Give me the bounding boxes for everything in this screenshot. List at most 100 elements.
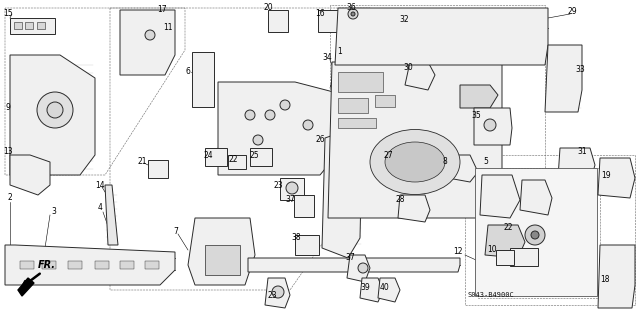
Text: 1: 1 bbox=[338, 48, 342, 56]
Text: 31: 31 bbox=[577, 147, 587, 157]
Circle shape bbox=[358, 263, 368, 273]
Bar bbox=[120, 261, 134, 269]
Text: 9: 9 bbox=[6, 103, 10, 113]
Text: 22: 22 bbox=[503, 224, 513, 233]
Bar bbox=[14, 22, 22, 29]
Bar bbox=[37, 22, 45, 29]
Text: 40: 40 bbox=[380, 284, 390, 293]
Bar bbox=[385, 148, 405, 176]
Text: 2: 2 bbox=[8, 194, 12, 203]
Bar bbox=[205, 245, 240, 275]
Text: 35: 35 bbox=[471, 110, 481, 120]
Text: 37: 37 bbox=[345, 254, 355, 263]
Polygon shape bbox=[598, 245, 635, 308]
Bar bbox=[205, 148, 227, 166]
Text: 34: 34 bbox=[322, 54, 332, 63]
Polygon shape bbox=[347, 255, 370, 282]
Bar bbox=[68, 261, 82, 269]
Polygon shape bbox=[480, 175, 520, 218]
Text: 39: 39 bbox=[360, 284, 370, 293]
Bar bbox=[42, 261, 56, 269]
Polygon shape bbox=[10, 155, 50, 195]
Polygon shape bbox=[322, 132, 362, 258]
Bar bbox=[375, 95, 395, 107]
Polygon shape bbox=[360, 278, 383, 302]
Text: 23: 23 bbox=[267, 292, 277, 300]
Text: 32: 32 bbox=[399, 16, 409, 25]
Bar bbox=[510, 248, 538, 266]
Text: S043-B4900C: S043-B4900C bbox=[468, 292, 515, 298]
Polygon shape bbox=[558, 148, 595, 182]
Bar bbox=[338, 72, 383, 92]
Polygon shape bbox=[248, 258, 460, 272]
Circle shape bbox=[348, 9, 358, 19]
Text: 30: 30 bbox=[403, 63, 413, 72]
Text: 10: 10 bbox=[487, 246, 497, 255]
Text: 4: 4 bbox=[97, 204, 102, 212]
Circle shape bbox=[253, 135, 263, 145]
Text: 27: 27 bbox=[383, 151, 393, 160]
Text: 24: 24 bbox=[203, 151, 213, 160]
Polygon shape bbox=[485, 225, 525, 258]
Text: 17: 17 bbox=[157, 5, 167, 14]
Polygon shape bbox=[448, 155, 478, 182]
Polygon shape bbox=[105, 185, 118, 245]
Bar bbox=[228, 155, 246, 169]
Bar bbox=[20, 261, 34, 269]
Text: 14: 14 bbox=[95, 181, 105, 189]
Polygon shape bbox=[335, 8, 548, 65]
Text: 6: 6 bbox=[186, 68, 191, 77]
Circle shape bbox=[47, 102, 63, 118]
Polygon shape bbox=[460, 85, 498, 108]
Text: 29: 29 bbox=[567, 8, 577, 17]
Circle shape bbox=[245, 110, 255, 120]
Text: 12: 12 bbox=[453, 248, 463, 256]
Bar bbox=[250, 148, 272, 166]
Bar bbox=[338, 118, 376, 128]
Text: 28: 28 bbox=[396, 196, 404, 204]
Circle shape bbox=[145, 30, 155, 40]
Text: 19: 19 bbox=[601, 170, 611, 180]
Polygon shape bbox=[398, 195, 430, 222]
Ellipse shape bbox=[385, 142, 445, 182]
Polygon shape bbox=[474, 108, 512, 145]
Text: 15: 15 bbox=[3, 10, 13, 19]
Circle shape bbox=[286, 182, 298, 194]
Text: 20: 20 bbox=[263, 4, 273, 12]
Polygon shape bbox=[10, 18, 55, 34]
Text: 7: 7 bbox=[173, 227, 179, 236]
Polygon shape bbox=[10, 55, 95, 175]
Text: 18: 18 bbox=[600, 276, 610, 285]
Polygon shape bbox=[18, 278, 34, 296]
Bar bbox=[338, 98, 368, 113]
Polygon shape bbox=[520, 180, 552, 215]
Text: 5: 5 bbox=[484, 157, 488, 166]
Text: 36: 36 bbox=[346, 4, 356, 12]
Text: 26: 26 bbox=[315, 136, 325, 145]
Bar bbox=[25, 22, 33, 29]
Text: 22: 22 bbox=[228, 154, 237, 164]
Circle shape bbox=[484, 119, 496, 131]
Circle shape bbox=[531, 231, 539, 239]
Bar bbox=[268, 10, 288, 32]
Polygon shape bbox=[318, 10, 340, 32]
Circle shape bbox=[525, 225, 545, 245]
Circle shape bbox=[351, 12, 355, 16]
Bar bbox=[95, 261, 109, 269]
Polygon shape bbox=[398, 18, 430, 48]
Bar bbox=[145, 261, 159, 269]
Polygon shape bbox=[545, 45, 582, 112]
Circle shape bbox=[390, 155, 400, 165]
Circle shape bbox=[303, 120, 313, 130]
Bar bbox=[148, 160, 168, 178]
Bar bbox=[280, 178, 304, 200]
Text: 8: 8 bbox=[443, 157, 447, 166]
Polygon shape bbox=[188, 218, 255, 285]
Text: 21: 21 bbox=[137, 158, 147, 167]
Bar bbox=[295, 235, 319, 255]
Bar bbox=[192, 52, 214, 107]
Circle shape bbox=[265, 110, 275, 120]
Text: 37: 37 bbox=[285, 196, 295, 204]
Ellipse shape bbox=[370, 130, 460, 195]
Polygon shape bbox=[405, 62, 435, 90]
